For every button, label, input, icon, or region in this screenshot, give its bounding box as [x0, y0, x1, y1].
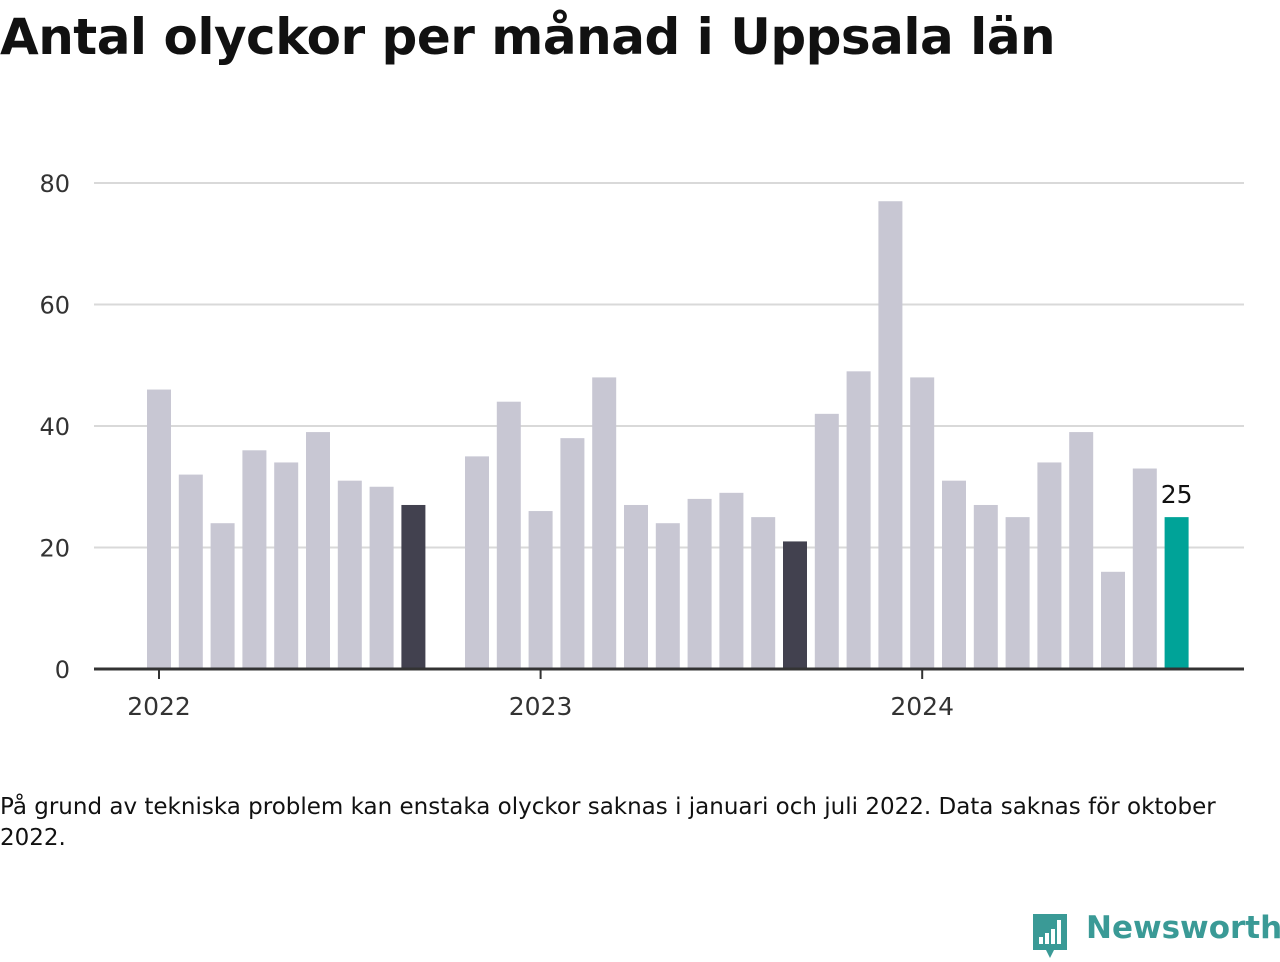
data-label: 25	[1161, 480, 1193, 509]
bar	[1164, 517, 1189, 669]
y-tick-label: 20	[39, 535, 70, 563]
bar	[401, 504, 426, 669]
y-tick-label: 80	[39, 170, 70, 198]
bar	[592, 377, 617, 669]
bar	[910, 377, 935, 669]
bar	[465, 456, 489, 669]
newsworthy-logo-icon	[1033, 914, 1067, 958]
bar	[973, 504, 998, 669]
bar	[496, 401, 521, 669]
bar	[369, 486, 394, 669]
bar	[528, 511, 553, 669]
footnote: På grund av tekniska problem kan enstaka…	[0, 794, 1216, 851]
bar	[147, 389, 171, 669]
x-tick-label: 2022	[127, 692, 191, 721]
bar	[846, 371, 871, 669]
bar	[719, 492, 744, 669]
bar	[1101, 571, 1125, 669]
y-tick-label: 0	[55, 656, 70, 684]
bar	[1037, 462, 1062, 669]
bars	[147, 201, 1189, 669]
bar	[655, 523, 680, 669]
bar	[814, 413, 839, 669]
y-tick-label: 60	[39, 292, 70, 320]
bar	[1005, 517, 1030, 669]
bar	[337, 480, 362, 669]
bar	[624, 504, 648, 669]
bar	[1069, 432, 1094, 669]
bar	[560, 438, 585, 669]
bar	[687, 498, 712, 669]
x-tick-label: 2024	[890, 692, 954, 721]
bar-chart: 0 20 40 60 80 2022 2023 2024 25	[39, 170, 1244, 721]
y-tick-label: 40	[39, 413, 70, 441]
bar	[1132, 468, 1157, 669]
chart-title: Antal olyckor per månad i Uppsala län	[0, 8, 1056, 66]
bar	[942, 480, 966, 669]
x-tick-label: 2023	[509, 692, 573, 721]
brand-name: Newsworthy	[1086, 910, 1280, 946]
x-axis	[94, 667, 1244, 679]
bar	[274, 462, 299, 669]
bar	[210, 523, 235, 669]
labels: 0 20 40 60 80 2022 2023 2024 25	[39, 170, 1192, 721]
bar	[306, 432, 330, 669]
bar	[751, 517, 776, 669]
bar	[783, 541, 807, 669]
bar	[242, 450, 267, 669]
bar	[878, 201, 903, 669]
bar	[178, 474, 203, 669]
